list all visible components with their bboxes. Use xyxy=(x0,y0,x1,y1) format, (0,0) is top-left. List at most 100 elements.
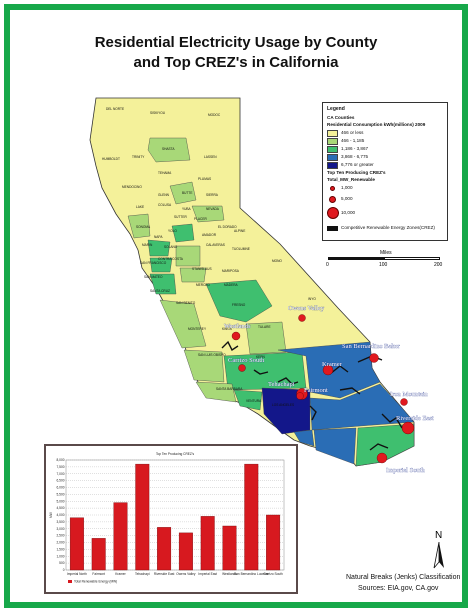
y-tick-label: 6,000 xyxy=(57,486,65,490)
chart-bar xyxy=(266,514,281,571)
county-label: TEHAMA xyxy=(158,171,172,175)
county-label: AMADOR xyxy=(202,233,217,237)
legend-dot-small xyxy=(330,186,335,191)
california-map: DEL NORTE SISKIYOU MODOC HUMBOLDT TRINITY SHA… xyxy=(89,97,434,474)
county-slo xyxy=(183,349,225,383)
y-tick-label: 2,500 xyxy=(57,534,65,538)
county-sacramento xyxy=(171,223,195,243)
crez-zone xyxy=(329,365,349,375)
county-label: MODOC xyxy=(208,113,221,117)
scale-segment-1 xyxy=(328,257,384,260)
chart-bar xyxy=(157,527,172,571)
y-tick-label: 5,000 xyxy=(57,499,65,503)
legend-class-5: 6,776 or greater xyxy=(341,162,374,167)
x-tick-label: Westlands xyxy=(222,572,237,576)
scale-tick-100: 100 xyxy=(379,262,388,268)
crez-label: Kramer xyxy=(322,361,343,368)
legend-swatch-1 xyxy=(327,130,338,137)
county-label: TUOLUMNE xyxy=(232,247,250,251)
chart-bar xyxy=(91,538,106,571)
county-label: MARIPOSA xyxy=(222,269,240,273)
y-tick-label: 1,500 xyxy=(57,547,65,551)
county-label: TRINITY xyxy=(132,155,145,159)
crez-zone xyxy=(339,387,361,395)
bar-chart-svg: Top Ten Producing CREZ's 0 500 1,000 1,500 2,… xyxy=(49,452,285,584)
legend-zone-swatch xyxy=(327,226,338,231)
crez-label: Carrizo South xyxy=(228,357,265,364)
y-tick-label: 7,000 xyxy=(57,472,65,476)
chart-bar xyxy=(244,463,259,571)
scale-label: Miles xyxy=(380,250,392,256)
county-placer xyxy=(191,205,225,223)
county-label: MARIN xyxy=(142,243,153,247)
x-tick-label: Fairmont xyxy=(92,572,105,576)
map-title-line-1: Residential Electricity Usage by County xyxy=(94,34,378,51)
county-label: SIERRA xyxy=(206,193,219,197)
legend-dot-medium xyxy=(329,196,336,203)
north-label: N xyxy=(435,530,443,541)
crez-zone xyxy=(309,405,317,421)
north-arrow: N xyxy=(430,530,450,570)
county-ventura xyxy=(233,389,263,411)
county-label: SHASTA xyxy=(162,147,175,151)
legend-class-1: 466 or less xyxy=(341,130,364,135)
county-san-joaquin xyxy=(175,245,201,267)
chart-bar xyxy=(222,525,237,571)
y-axis-label: MW xyxy=(49,512,53,518)
legend-class-2: 466 - 1,185 xyxy=(341,138,365,143)
legend-swatch-3 xyxy=(327,146,338,153)
legend-size-3: 10,000 xyxy=(341,210,356,215)
county-label: SAN FRANCISCO xyxy=(140,261,167,265)
county-label: TULARE xyxy=(258,325,271,329)
y-tick-label: 3,000 xyxy=(57,527,65,531)
county-label: SONOMA xyxy=(136,225,151,229)
scale-tick-200: 200 xyxy=(434,262,443,268)
sources-note: Sources: EIA.gov, CA.gov xyxy=(358,585,439,592)
county-label: VENTURA xyxy=(246,399,262,403)
crez-label: Imperial South xyxy=(386,467,426,474)
crez-zone xyxy=(253,369,269,375)
crez-dot xyxy=(231,331,241,341)
county-label: COLUSA xyxy=(158,203,172,207)
north-arrow-icon xyxy=(433,542,444,569)
county-label: MERCED xyxy=(196,283,211,287)
county-monterey xyxy=(159,299,207,349)
crez-label: Tehachapi xyxy=(268,381,295,388)
crez-zone xyxy=(369,443,389,451)
crez-dot xyxy=(298,314,306,322)
county-label: SANTA CRUZ xyxy=(150,289,170,293)
legend-swatch-5 xyxy=(327,162,338,169)
crez-dot xyxy=(376,452,388,464)
crez-dot xyxy=(296,392,304,400)
county-stanislaus xyxy=(179,267,207,283)
legend-swatch-4 xyxy=(327,154,338,161)
y-tick-label: 0 xyxy=(63,568,65,572)
map-sheet: DEL NORTE SISKIYOU MODOC HUMBOLDT TRINITY SHA… xyxy=(10,10,462,602)
county-label: ALPINE xyxy=(234,229,245,233)
crez-dot xyxy=(238,364,246,372)
county-label: CALAVERAS xyxy=(206,243,225,247)
legend-class-4: 3,868 - 6,775 xyxy=(341,154,369,159)
county-label: GLENN xyxy=(158,193,170,197)
county-tulare xyxy=(245,321,287,355)
x-tick-label: Tehachapi xyxy=(135,572,150,576)
county-kern xyxy=(223,351,307,391)
county-label: YOLO xyxy=(168,229,177,233)
chart-legend-swatch xyxy=(68,580,72,583)
county-label: MADERA xyxy=(224,283,239,287)
chart-bar xyxy=(200,516,215,571)
county-label: SUTTER xyxy=(174,215,187,219)
y-tick-label: 8,000 xyxy=(57,458,65,462)
county-alameda xyxy=(149,257,173,273)
crez-bar-chart: Top Ten Producing CREZ's 0 500 1,000 1,500 2,… xyxy=(44,444,298,594)
legend-size-1: 1,000 xyxy=(341,185,353,190)
x-tick-label: Kramer xyxy=(115,572,126,576)
county-label: PLACER xyxy=(194,217,207,221)
crez-zone xyxy=(277,377,299,385)
legend-class-3: 1,186 - 3,867 xyxy=(341,146,369,151)
county-contra-costa xyxy=(147,239,171,257)
page-frame: DEL NORTE SISKIYOU MODOC HUMBOLDT TRINITY SHA… xyxy=(4,4,468,608)
county-butte xyxy=(169,181,197,205)
crez-dot xyxy=(400,398,408,406)
crez-label: Iron Mountain xyxy=(390,391,428,398)
